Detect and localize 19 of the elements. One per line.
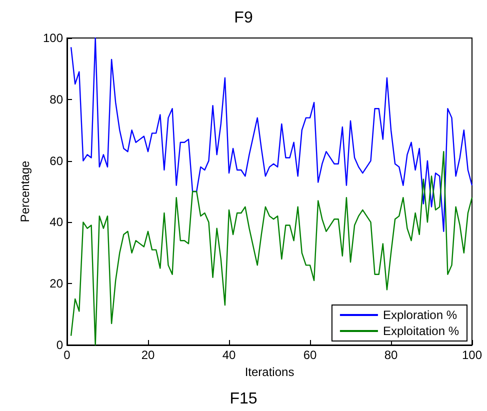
chart-title: F9 bbox=[234, 10, 253, 26]
x-tick-label: 60 bbox=[303, 348, 317, 362]
x-axis-title: Iterations bbox=[244, 364, 294, 379]
legend-label: Exploitation % bbox=[382, 324, 460, 338]
line-series bbox=[70, 150, 473, 346]
y-axis-title: Percentage bbox=[18, 160, 32, 222]
y-tick-label: 60 bbox=[50, 154, 64, 168]
x-tick-label: 40 bbox=[222, 348, 236, 362]
legend-label: Exploration % bbox=[382, 308, 458, 322]
text: F15 bbox=[230, 390, 258, 408]
line-series bbox=[70, 37, 473, 232]
y-tick-label: 100 bbox=[42, 31, 64, 45]
y-tick-label: 80 bbox=[50, 92, 64, 106]
y-tick-label: 40 bbox=[50, 215, 64, 230]
x-tick-label: 80 bbox=[384, 348, 398, 362]
y-tick-label: 0 bbox=[56, 338, 64, 352]
y-tick-label: 20 bbox=[50, 276, 64, 291]
x-tick-label: 20 bbox=[141, 348, 155, 362]
x-tick-label: 100 bbox=[462, 348, 482, 362]
